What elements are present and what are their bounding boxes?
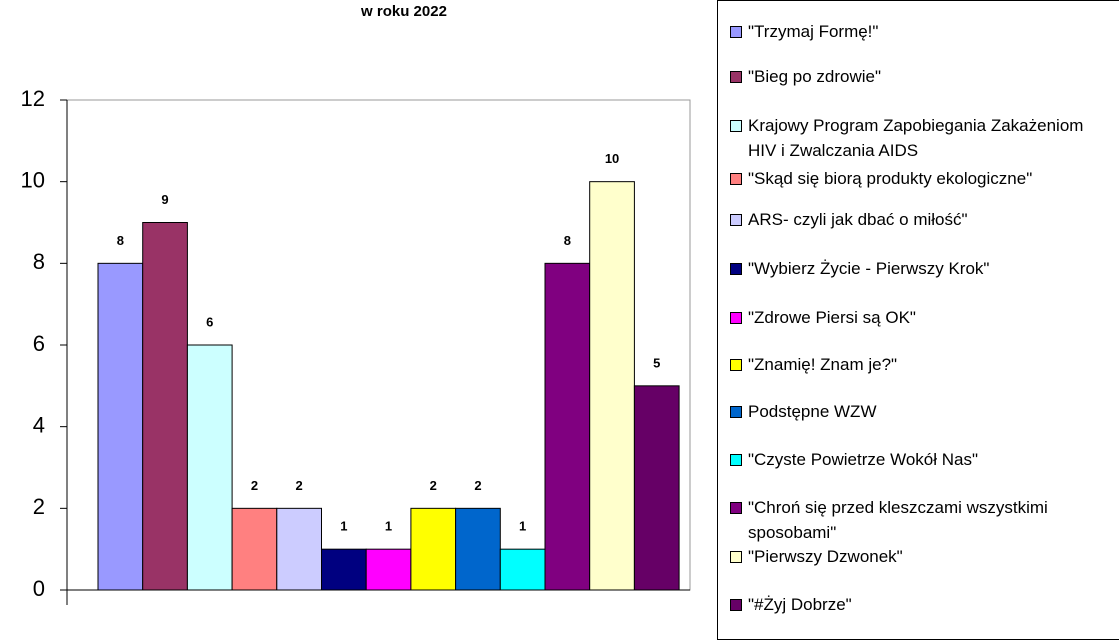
legend-label: Podstępne WZW: [748, 402, 877, 421]
y-tick-label: 0: [33, 576, 45, 601]
legend-entry: "Znamię! Znam je?": [730, 352, 1110, 377]
legend-label: "Zdrowe Piersi są OK": [748, 308, 916, 327]
legend-label: "Skąd się biorą produkty ekologiczne": [748, 169, 1033, 188]
bar: [231, 507, 278, 591]
legend-swatch: [730, 71, 742, 83]
legend-swatch: [730, 406, 742, 418]
legend-swatch: [730, 214, 742, 226]
legend-label: "Chroń się przed kleszczami wszystkimi s…: [748, 498, 1048, 542]
legend-swatch: [730, 263, 742, 275]
legend-entry: "Zdrowe Piersi są OK": [730, 305, 1110, 330]
legend: "Trzymaj Formę!" "Bieg po zdrowie" Krajowy…: [717, 0, 1119, 640]
legend-label: "Wybierz Życie - Pierwszy Krok": [748, 259, 990, 278]
value-label: 6: [206, 314, 213, 329]
legend-entry: "Chroń się przed kleszczami wszystkimi s…: [730, 495, 1110, 545]
legend-swatch: [730, 454, 742, 466]
legend-label: ARS- czyli jak dbać o miłość": [748, 210, 968, 229]
legend-swatch: [730, 173, 742, 185]
value-label: 5: [653, 355, 660, 370]
value-label: 2: [296, 478, 303, 493]
legend-entry: Podstępne WZW: [730, 399, 1110, 424]
legend-entry: ARS- czyli jak dbać o miłość": [730, 207, 1110, 232]
value-label: 9: [161, 192, 168, 207]
legend-entry: "Skąd się biorą produkty ekologiczne": [730, 166, 1110, 191]
value-label: 1: [519, 519, 526, 534]
legend-entry: "Trzymaj Formę!": [730, 19, 1110, 44]
y-tick-label: 2: [33, 494, 45, 519]
legend-swatch: [730, 551, 742, 563]
bar: [97, 262, 144, 591]
value-label: 1: [385, 519, 392, 534]
legend-swatch: [730, 359, 742, 371]
bar: [455, 507, 501, 591]
value-label: 2: [474, 478, 481, 493]
bar: [589, 181, 635, 591]
legend-entry: "#Żyj Dobrze": [730, 592, 1110, 617]
legend-label: "Czyste Powietrze Wokół Nas": [748, 450, 978, 469]
legend-entry: "Czyste Powietrze Wokół Nas": [730, 447, 1110, 472]
value-label: 10: [605, 151, 619, 166]
y-tick-label: 4: [33, 412, 45, 437]
legend-label: "Pierwszy Dzwonek": [748, 547, 903, 566]
legend-swatch: [730, 312, 742, 324]
legend-entry: "Wybierz Życie - Pierwszy Krok": [730, 256, 1110, 281]
value-label: 2: [251, 478, 258, 493]
legend-entry: "Pierwszy Dzwonek": [730, 544, 1110, 569]
legend-label: "Bieg po zdrowie": [748, 67, 882, 86]
legend-label: Krajowy Program Zapobiegania Zakażeniom …: [748, 116, 1084, 160]
legend-swatch: [730, 120, 742, 132]
bar: [142, 222, 188, 591]
bar: [321, 548, 367, 591]
y-tick-label: 12: [21, 86, 45, 111]
y-tick-label: 10: [21, 167, 45, 192]
chart-title: w roku 2022: [360, 3, 447, 20]
bar: [365, 548, 412, 591]
bar: [186, 344, 233, 591]
legend-label: "Znamię! Znam je?": [748, 355, 898, 374]
legend-swatch: [730, 26, 742, 38]
value-label: 8: [117, 233, 124, 248]
bar: [499, 548, 546, 591]
legend-swatch: [730, 502, 742, 514]
value-label: 2: [430, 478, 437, 493]
legend-label: "#Żyj Dobrze": [748, 595, 852, 614]
bar: [276, 507, 322, 591]
value-label: 8: [564, 233, 571, 248]
bar: [633, 385, 680, 591]
y-tick-label: 8: [33, 249, 45, 274]
legend-swatch: [730, 599, 742, 611]
y-tick-label: 6: [33, 331, 45, 356]
value-label: 1: [340, 519, 347, 534]
bar: [544, 262, 591, 591]
legend-entry: Krajowy Program Zapobiegania Zakażeniom …: [730, 113, 1110, 163]
legend-label: "Trzymaj Formę!": [748, 22, 879, 41]
bar: [410, 507, 457, 591]
legend-entry: "Bieg po zdrowie": [730, 64, 1110, 89]
